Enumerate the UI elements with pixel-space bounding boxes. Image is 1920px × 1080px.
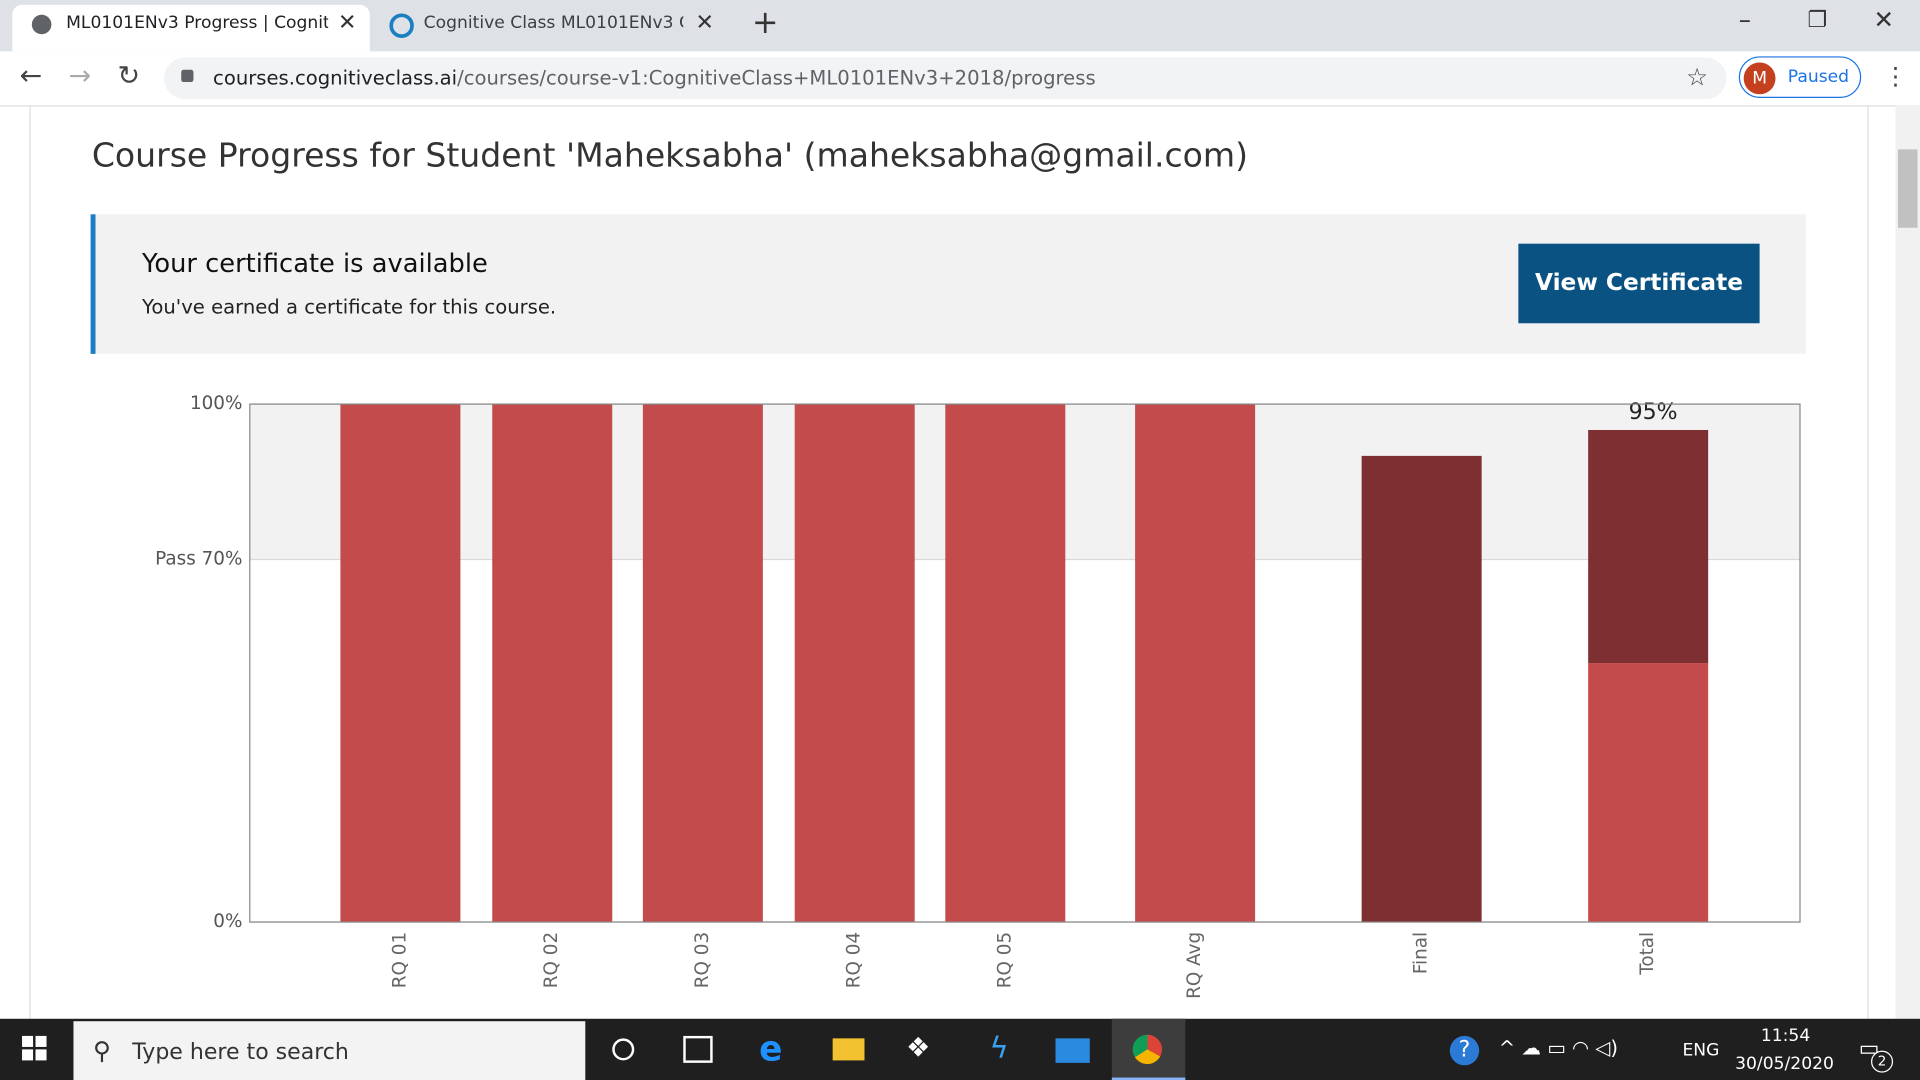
scrollbar [1895, 105, 1920, 1019]
profile-status: Paused [1787, 67, 1850, 87]
mail-icon[interactable] [1055, 1038, 1090, 1063]
tab-close[interactable]: ✕ [695, 9, 714, 36]
bookmark-star[interactable]: ☆ [1686, 62, 1709, 92]
scroll-thumb[interactable] [1897, 149, 1918, 228]
bar [1588, 663, 1709, 923]
tab-close[interactable]: ✕ [337, 9, 357, 36]
tab-title: ML0101ENv3 Progress | Cognitiv [66, 13, 329, 34]
back[interactable]: ← [19, 61, 43, 92]
profile-button[interactable] [1738, 56, 1862, 98]
certificate-text: You've earned a certificate for this cou… [142, 295, 557, 319]
y-tick-label: 100% [190, 393, 243, 414]
x-tick-label: RQ 05 [994, 932, 1015, 988]
search-box[interactable] [73, 1021, 586, 1080]
help-icon[interactable]: ? [1449, 1035, 1480, 1066]
bar [340, 404, 461, 923]
x-tick-label: RQ 03 [692, 932, 713, 988]
bar [945, 404, 1066, 923]
tray-icons[interactable]: ^ ☁ ▭ ◠ ◁) [1498, 1035, 1619, 1060]
x-tick-label: RQ 02 [541, 932, 562, 988]
tab-icon [389, 13, 414, 38]
plot-frame [249, 403, 1801, 923]
bar [1361, 455, 1482, 923]
x-tick-label: RQ 01 [389, 932, 410, 988]
url-domain: courses.cognitiveclass.ai [213, 66, 458, 90]
edge-icon[interactable]: e [759, 1028, 783, 1069]
content-frame [29, 105, 1869, 1019]
reload[interactable]: ↻ [117, 61, 141, 92]
app-icon[interactable]: ϟ [989, 1031, 1009, 1066]
task-view[interactable] [683, 1035, 713, 1063]
dropbox-icon[interactable]: ❖ [906, 1033, 931, 1065]
x-tick-label: RQ Avg [1184, 932, 1205, 999]
language[interactable]: ENG [1682, 1040, 1720, 1061]
bar [794, 404, 915, 923]
profile-initial: M [1743, 62, 1776, 95]
bar [642, 404, 763, 923]
chrome-icon [1132, 1034, 1163, 1065]
x-tick-label: Total [1637, 932, 1658, 976]
search-placeholder: Type here to search [132, 1039, 349, 1066]
new-tab[interactable]: + [751, 4, 779, 42]
explorer-icon[interactable] [832, 1038, 865, 1061]
x-tick-label: RQ 04 [844, 932, 865, 988]
cortana[interactable] [612, 1038, 635, 1061]
forward[interactable]: → [68, 61, 92, 92]
bar [1135, 404, 1256, 923]
close[interactable]: ✕ [1873, 4, 1894, 35]
certificate-title: Your certificate is available [142, 248, 488, 278]
y-tick-label: 0% [213, 911, 242, 932]
tab-icon [31, 14, 52, 35]
tab-title[interactable]: Cognitive Class ML0101ENv3 Cer [423, 13, 684, 34]
heading: Course Progress for Student 'Maheksabha'… [91, 137, 1248, 176]
url: courses.cognitiveclass.ai/courses/course… [213, 66, 1096, 89]
url-path: /courses/course-v1:CognitiveClass+ML0101… [457, 66, 1096, 90]
y-tick-label: Pass 70% [155, 548, 242, 569]
x-tick-label: Final [1411, 932, 1432, 974]
clock-date[interactable]: 30/05/2020 [1735, 1054, 1834, 1074]
minimize[interactable]: – [1738, 4, 1752, 35]
start-button[interactable] [22, 1035, 47, 1061]
search-icon: ⚲ [93, 1035, 112, 1066]
bar [492, 404, 613, 923]
lock-icon [181, 69, 194, 83]
bar [1588, 429, 1709, 664]
progress-chart: 0% Pass 70% 100% RQ 01 RQ 02 RQ 03 RQ 04 RQ 05 R… [155, 393, 1801, 999]
restore[interactable]: ❐ [1807, 7, 1828, 34]
menu[interactable]: ⋮ [1883, 61, 1908, 91]
active-tab[interactable] [12, 4, 370, 52]
omnibox[interactable] [164, 57, 1727, 100]
clock-time[interactable]: 11:54 [1760, 1026, 1811, 1046]
notification-count: 2 [1871, 1050, 1894, 1073]
view-certificate-button[interactable]: View Certificate [1518, 243, 1760, 324]
